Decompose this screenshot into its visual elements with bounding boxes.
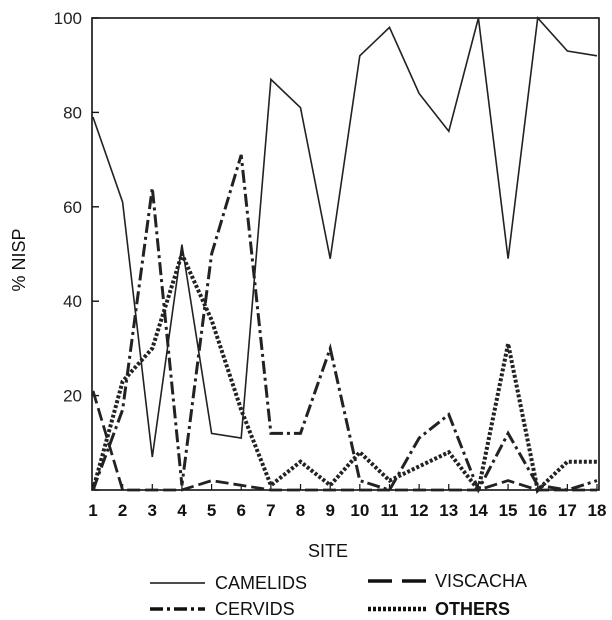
legend-label-camelids: CAMELIDS [215, 573, 307, 593]
legend-label-others: OTHERS [435, 599, 510, 619]
x-tick-label-18: 18 [588, 501, 607, 520]
y-axis-label: % NISP [9, 228, 29, 291]
y-tick-label-80: 80 [63, 103, 82, 122]
x-tick-label-16: 16 [528, 501, 547, 520]
x-axis-label: SITE [308, 541, 348, 561]
x-tick-label-3: 3 [148, 501, 157, 520]
x-tick-label-14: 14 [469, 501, 488, 520]
x-tick-label-10: 10 [350, 501, 369, 520]
x-tick-label-17: 17 [558, 501, 577, 520]
x-tick-label-7: 7 [266, 501, 275, 520]
y-tick-label-20: 20 [63, 387, 82, 406]
x-tick-label-9: 9 [325, 501, 334, 520]
x-tick-label-6: 6 [237, 501, 246, 520]
y-tick-label-60: 60 [63, 198, 82, 217]
x-tick-label-13: 13 [439, 501, 458, 520]
series-line-others [91, 248, 597, 495]
x-tick-label-2: 2 [118, 501, 127, 520]
legend-label-viscacha: VISCACHA [435, 571, 527, 591]
legend: CAMELIDS CERVIDS VISCACHA OTHERS [150, 571, 527, 619]
x-tick-label-1: 1 [88, 501, 97, 520]
y-axis-ticks: 20 40 60 80 100 [54, 9, 99, 491]
series-line-viscacha [91, 390, 597, 492]
legend-label-cervids: CERVIDS [215, 599, 295, 619]
series-line-cervids [91, 154, 598, 494]
series-lines [91, 16, 598, 495]
y-tick-label-40: 40 [63, 292, 82, 311]
x-tick-label-12: 12 [410, 501, 429, 520]
x-tick-label-15: 15 [499, 501, 518, 520]
y-tick-label-100: 100 [54, 9, 82, 28]
x-tick-label-5: 5 [207, 501, 216, 520]
x-tick-label-11: 11 [380, 501, 398, 520]
x-axis-ticks: 1 2 3 4 5 6 7 8 9 10 11 12 13 14 15 16 17 18 [88, 484, 606, 520]
x-tick-label-8: 8 [296, 501, 305, 520]
x-tick-label-4: 4 [177, 501, 187, 520]
series-line-camelids [92, 16, 598, 458]
